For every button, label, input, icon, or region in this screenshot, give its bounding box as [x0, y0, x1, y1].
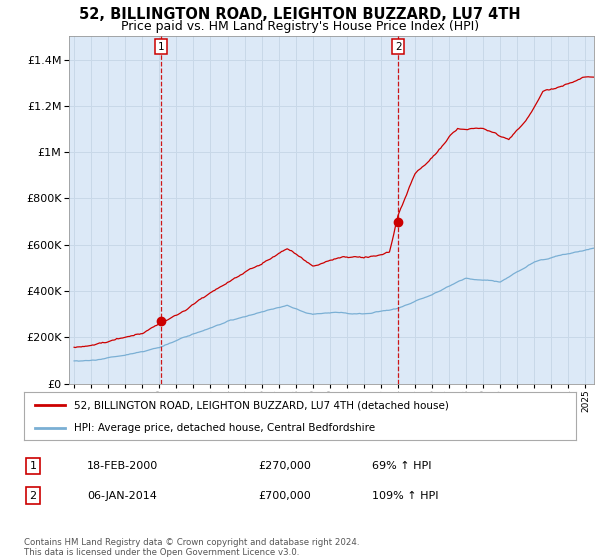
- Text: 1: 1: [29, 461, 37, 471]
- Text: £270,000: £270,000: [258, 461, 311, 471]
- Bar: [161, 36, 398, 384]
- Text: 06-JAN-2014: 06-JAN-2014: [87, 491, 157, 501]
- Text: 52, BILLINGTON ROAD, LEIGHTON BUZZARD, LU7 4TH: 52, BILLINGTON ROAD, LEIGHTON BUZZARD, L…: [79, 7, 521, 22]
- Text: 1: 1: [158, 41, 164, 52]
- Text: HPI: Average price, detached house, Central Bedfordshire: HPI: Average price, detached house, Cent…: [74, 423, 375, 433]
- Text: 69% ↑ HPI: 69% ↑ HPI: [372, 461, 431, 471]
- Text: £700,000: £700,000: [258, 491, 311, 501]
- Text: 2: 2: [395, 41, 401, 52]
- Text: 52, BILLINGTON ROAD, LEIGHTON BUZZARD, LU7 4TH (detached house): 52, BILLINGTON ROAD, LEIGHTON BUZZARD, L…: [74, 400, 449, 410]
- Text: Price paid vs. HM Land Registry's House Price Index (HPI): Price paid vs. HM Land Registry's House …: [121, 20, 479, 32]
- Text: 109% ↑ HPI: 109% ↑ HPI: [372, 491, 439, 501]
- Text: 2: 2: [29, 491, 37, 501]
- Text: Contains HM Land Registry data © Crown copyright and database right 2024.
This d: Contains HM Land Registry data © Crown c…: [24, 538, 359, 557]
- Text: 18-FEB-2000: 18-FEB-2000: [87, 461, 158, 471]
